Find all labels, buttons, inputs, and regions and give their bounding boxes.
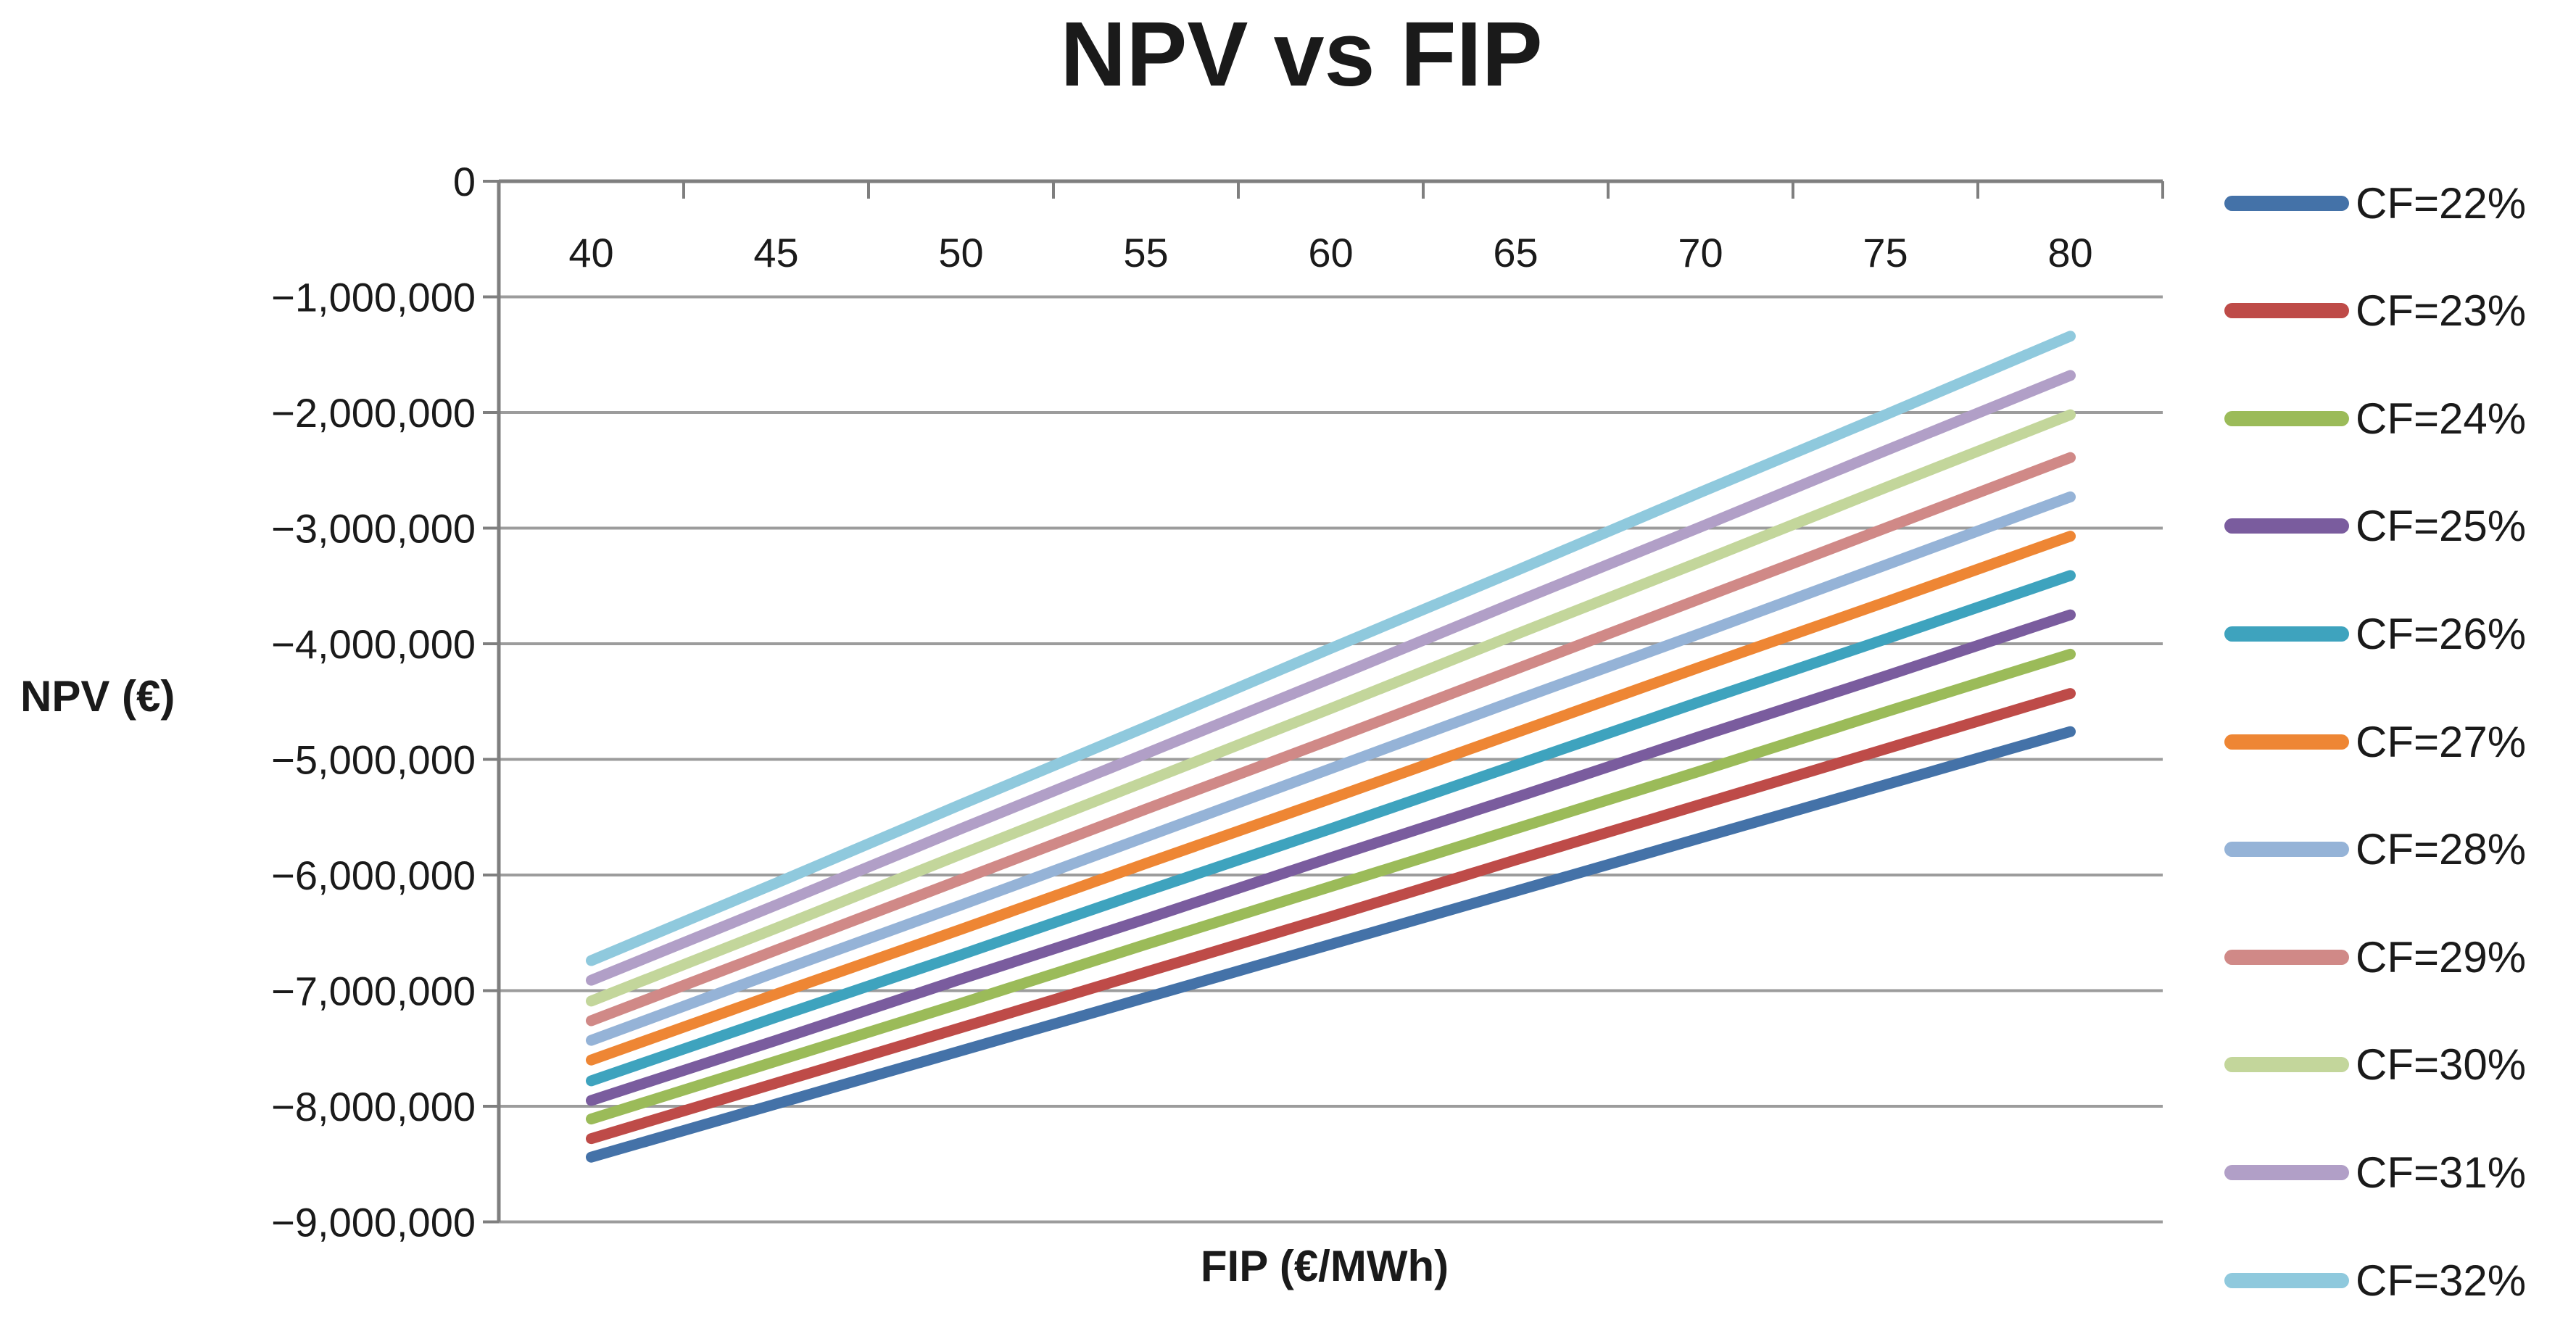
- series-line-cf-30-: [586, 409, 2076, 1007]
- y-tick-label: −9,000,000: [271, 1200, 476, 1245]
- y-tick-label: −5,000,000: [271, 737, 476, 783]
- legend-item: CF=32%: [2224, 1255, 2526, 1306]
- legend-item: CF=31%: [2224, 1147, 2526, 1198]
- legend-label: CF=25%: [2356, 502, 2527, 551]
- legend-label: CF=28%: [2356, 825, 2527, 874]
- legend-label: CF=30%: [2356, 1040, 2527, 1090]
- legend-item: CF=23%: [2224, 286, 2526, 336]
- series-line-cf-22-: [586, 726, 2076, 1163]
- y-tick-label: 0: [453, 159, 476, 204]
- y-tick-label: −3,000,000: [271, 506, 476, 552]
- legend-label: CF=24%: [2356, 394, 2527, 443]
- x-tick-label: 45: [753, 230, 798, 275]
- legend-item: CF=28%: [2224, 824, 2526, 875]
- legend-item: CF=25%: [2224, 501, 2526, 552]
- legend-swatch: [2224, 842, 2349, 858]
- legend-label: CF=31%: [2356, 1148, 2527, 1197]
- legend-swatch: [2224, 1057, 2349, 1073]
- legend-label: CF=27%: [2356, 717, 2527, 766]
- legend-swatch: [2224, 410, 2349, 426]
- y-tick-label: −7,000,000: [271, 969, 476, 1014]
- series-line-cf-27-: [586, 531, 2076, 1066]
- x-tick-label: 80: [2047, 230, 2092, 275]
- legend-swatch: [2224, 518, 2349, 534]
- x-tick-label: 65: [1493, 230, 1538, 275]
- legend-swatch: [2224, 303, 2349, 319]
- series-line-cf-31-: [586, 370, 2076, 986]
- legend-swatch: [2224, 195, 2349, 211]
- chart-legend: CF=22% CF=23% CF=24% CF=25% CF=26% CF=27% CF=2…: [2224, 0, 2576, 1331]
- x-tick-label: 75: [1863, 230, 1908, 275]
- legend-item: CF=26%: [2224, 608, 2526, 659]
- legend-label: CF=26%: [2356, 609, 2527, 658]
- y-tick-label: −2,000,000: [271, 390, 476, 436]
- y-tick-label: −8,000,000: [271, 1084, 476, 1129]
- y-axis-title: NPV (€): [20, 672, 175, 721]
- x-tick-label: 50: [938, 230, 983, 275]
- legend-item: CF=24%: [2224, 393, 2526, 444]
- series-line-cf-28-: [586, 491, 2076, 1046]
- y-tick-label: −1,000,000: [271, 275, 476, 320]
- x-axis-title: FIP (€/MWh): [1200, 1242, 1449, 1290]
- legend-swatch: [2224, 1272, 2349, 1288]
- legend-label: CF=29%: [2356, 932, 2527, 982]
- legend-item: CF=22%: [2224, 178, 2526, 228]
- legend-swatch: [2224, 949, 2349, 965]
- legend-swatch: [2224, 1164, 2349, 1180]
- legend-item: CF=27%: [2224, 716, 2526, 767]
- chart-title: NPV vs FIP: [1060, 3, 1543, 105]
- series-line-cf-23-: [586, 688, 2076, 1145]
- x-tick-label: 70: [1678, 230, 1723, 275]
- legend-swatch: [2224, 734, 2349, 750]
- y-tick-label: −4,000,000: [271, 621, 476, 667]
- legend-item: CF=29%: [2224, 932, 2526, 982]
- legend-label: CF=32%: [2356, 1256, 2527, 1305]
- legend-item: CF=30%: [2224, 1040, 2526, 1090]
- x-tick-label: 60: [1308, 230, 1353, 275]
- x-tick-label: 40: [568, 230, 613, 275]
- series-line-cf-29-: [586, 452, 2076, 1027]
- series-line-cf-24-: [586, 648, 2076, 1125]
- x-tick-label: 55: [1123, 230, 1168, 275]
- y-tick-label: −6,000,000: [271, 853, 476, 898]
- series-line-cf-32-: [586, 331, 2076, 966]
- legend-label: CF=23%: [2356, 286, 2527, 336]
- legend-label: CF=22%: [2356, 178, 2527, 228]
- series-line-cf-25-: [586, 609, 2076, 1106]
- legend-swatch: [2224, 626, 2349, 642]
- series-line-cf-26-: [586, 570, 2076, 1087]
